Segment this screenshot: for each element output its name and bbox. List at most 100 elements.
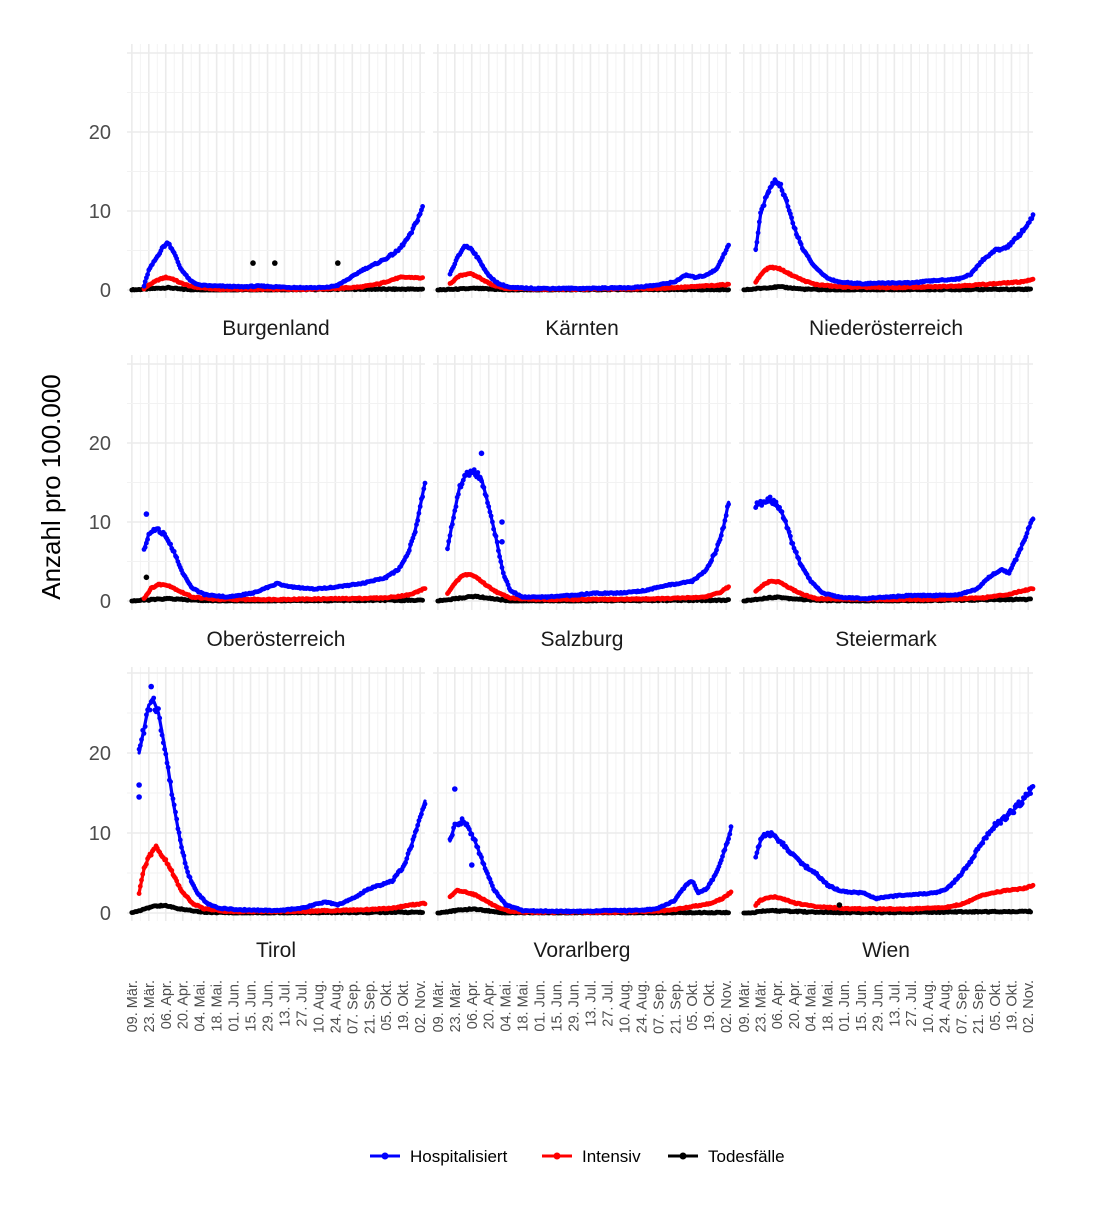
panel-kaernten: Kärnten <box>433 44 731 340</box>
data-point <box>409 230 414 235</box>
data-point <box>780 188 785 193</box>
data-point <box>793 226 798 231</box>
data-point <box>144 862 149 867</box>
data-point <box>783 519 788 524</box>
data-point <box>420 287 425 292</box>
data-point <box>413 530 418 535</box>
outlier-point <box>272 260 278 266</box>
data-point <box>1028 287 1033 292</box>
data-point <box>726 287 731 292</box>
data-point <box>475 470 480 475</box>
data-point <box>726 243 731 248</box>
data-point <box>726 584 731 589</box>
data-point <box>452 508 457 513</box>
data-point <box>1019 546 1024 551</box>
data-point <box>484 494 489 499</box>
data-point <box>1031 517 1036 522</box>
data-point <box>724 513 729 518</box>
y-tick-label: 10 <box>89 512 111 534</box>
panel-salzburg: Salzburg <box>433 355 731 651</box>
data-point <box>448 533 453 538</box>
data-point <box>796 236 801 241</box>
data-point <box>495 540 500 545</box>
panel-title: Steiermark <box>835 628 937 651</box>
data-point <box>486 504 491 509</box>
data-point <box>149 853 154 858</box>
data-point <box>415 518 420 523</box>
data-point <box>137 891 142 896</box>
data-point <box>784 198 789 203</box>
data-point <box>726 282 731 287</box>
data-point <box>787 530 792 535</box>
data-point <box>796 556 801 561</box>
panel-oberoesterreich: 0 10 20 Oberösterreich <box>89 355 428 651</box>
panel-title: Kärnten <box>545 317 619 340</box>
panel-steiermark: Steiermark <box>739 355 1035 651</box>
data-point <box>140 872 145 877</box>
y-tick-label: 0 <box>100 591 111 613</box>
data-point <box>482 485 487 490</box>
data-point <box>721 525 726 530</box>
data-point <box>450 522 455 527</box>
data-point <box>790 221 795 226</box>
panel-niederoesterreich: Niederösterreich <box>739 44 1035 340</box>
y-tick-label: 20 <box>89 433 111 455</box>
data-point <box>500 565 505 570</box>
outlier-point <box>144 511 150 517</box>
data-point <box>762 203 767 208</box>
data-point <box>1031 277 1036 282</box>
data-point <box>709 558 714 563</box>
outlier-point <box>144 575 150 581</box>
outlier-point <box>250 260 256 266</box>
data-point <box>143 545 148 550</box>
data-point <box>790 541 795 546</box>
data-point <box>753 247 758 252</box>
outlier-point <box>499 539 505 545</box>
data-point <box>1031 587 1036 592</box>
data-point <box>497 554 502 559</box>
data-point <box>755 240 760 245</box>
data-point <box>491 527 496 532</box>
data-point <box>757 220 762 225</box>
panel-title: Salzburg <box>541 628 624 651</box>
data-point <box>169 868 174 873</box>
data-point <box>726 597 731 602</box>
data-point <box>1025 531 1030 536</box>
panel-title: Niederösterreich <box>809 317 963 340</box>
data-point <box>145 272 150 277</box>
data-point <box>145 537 150 542</box>
data-point <box>142 284 147 289</box>
data-point <box>794 550 799 555</box>
data-point <box>756 230 761 235</box>
data-point <box>454 504 459 509</box>
data-point <box>768 495 773 500</box>
y-tick-label: 0 <box>100 280 111 302</box>
data-point <box>456 492 461 497</box>
data-point <box>407 548 412 553</box>
data-point <box>494 534 499 539</box>
data-point <box>788 534 793 539</box>
panel-title: Burgenland <box>222 317 329 340</box>
data-point <box>488 510 493 515</box>
data-point <box>414 522 419 527</box>
data-point <box>423 481 428 486</box>
data-point <box>1028 597 1033 602</box>
panel-title: Oberösterreich <box>207 628 346 651</box>
data-point <box>490 520 495 525</box>
data-point <box>139 878 144 883</box>
y-tick-label: 10 <box>89 201 111 223</box>
data-point <box>418 504 423 509</box>
data-point <box>420 910 425 915</box>
data-point <box>767 189 772 194</box>
data-point <box>496 548 501 553</box>
data-point <box>420 204 425 209</box>
data-point <box>778 182 783 187</box>
data-point <box>498 559 503 564</box>
data-point <box>421 486 426 491</box>
data-point <box>799 242 804 247</box>
data-point <box>1029 216 1034 221</box>
data-point <box>420 494 425 499</box>
y-tick-label: 0 <box>100 903 111 925</box>
